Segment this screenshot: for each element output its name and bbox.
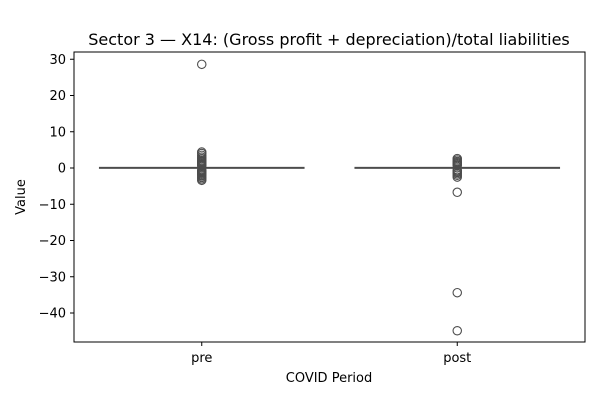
y-tick-label: 30 — [49, 53, 66, 68]
outlier-point — [452, 187, 462, 198]
y-tick-label: 0 — [58, 162, 66, 177]
chart-title: Sector 3 — X14: (Gross profit + deprecia… — [88, 30, 570, 49]
x-tick-label: pre — [191, 351, 212, 366]
y-tick-label: 10 — [49, 125, 66, 140]
outlier-point — [452, 287, 462, 298]
y-axis-label: Value — [14, 179, 29, 215]
outlier-point — [452, 326, 462, 336]
outlier-point — [197, 59, 207, 70]
x-tick-label: post — [443, 351, 471, 366]
y-tick-label: −10 — [39, 198, 66, 213]
y-tick-label: 20 — [49, 89, 66, 104]
y-tick-label: −30 — [39, 270, 66, 285]
outlier-point — [197, 175, 207, 186]
x-axis-label: COVID Period — [286, 371, 373, 386]
y-tick-label: −40 — [39, 307, 66, 322]
outlier-point — [452, 172, 462, 182]
y-tick-label: −20 — [39, 234, 66, 249]
plot-area-frame — [73, 51, 586, 343]
